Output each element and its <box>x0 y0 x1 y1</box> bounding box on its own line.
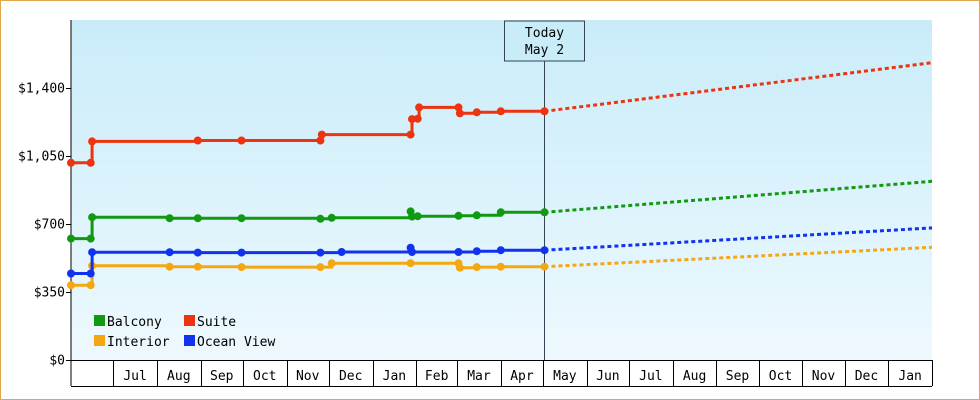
y-tick-label: $1,050 <box>18 150 65 165</box>
data-point-suite <box>455 109 464 118</box>
legend-label-suite: Suite <box>197 315 236 330</box>
data-point-interior <box>496 262 505 271</box>
data-point-suite <box>496 107 505 116</box>
forecast-line-ocean-view <box>544 226 933 252</box>
legend-swatch-ocean-view <box>184 335 195 346</box>
x-tick-label: Apr <box>510 369 534 384</box>
legend-label-balcony: Balcony <box>107 315 162 330</box>
x-tick-label: Aug <box>167 369 190 384</box>
data-point-suite <box>408 115 416 124</box>
x-tick-label: Dec <box>339 369 362 384</box>
plot-area <box>71 20 932 360</box>
data-point-suite <box>472 108 481 117</box>
data-point-ocean-view <box>408 248 416 256</box>
y-tick-label: $0 <box>49 354 65 369</box>
today-date-label: May 2 <box>525 43 564 58</box>
data-point-ocean-view <box>472 247 481 256</box>
legend-swatch-balcony <box>94 315 105 326</box>
x-tick-label: Jul <box>123 369 146 384</box>
data-point-suite <box>86 158 95 167</box>
data-point-balcony <box>193 214 202 223</box>
data-point-balcony <box>413 212 422 221</box>
y-tick-label: $350 <box>34 286 65 301</box>
data-point-interior <box>86 281 95 290</box>
y-tick-label: $1,400 <box>18 82 65 97</box>
data-point-suite <box>317 130 326 139</box>
data-point-ocean-view <box>165 248 174 257</box>
data-point-ocean-view <box>88 248 97 257</box>
data-point-suite <box>415 103 424 112</box>
legend-swatch-suite <box>184 315 195 326</box>
legend-label-ocean-view: Ocean View <box>197 335 275 350</box>
data-point-interior <box>455 263 464 272</box>
data-point-interior <box>472 263 481 272</box>
y-tick-label: $700 <box>34 218 65 233</box>
x-tick-label: Aug <box>683 369 706 384</box>
data-point-interior <box>406 259 415 268</box>
data-point-interior <box>67 281 75 290</box>
data-point-balcony <box>408 212 416 221</box>
data-point-interior <box>193 262 202 271</box>
data-point-ocean-view <box>67 269 75 278</box>
data-point-ocean-view <box>496 246 505 255</box>
forecast-line-balcony <box>544 179 933 214</box>
x-tick-label: Mar <box>467 369 491 384</box>
data-point-balcony <box>86 234 95 243</box>
data-point-ocean-view <box>316 248 325 257</box>
data-point-interior <box>327 259 336 268</box>
today-box <box>504 20 585 62</box>
data-point-balcony <box>237 214 246 223</box>
series-suite <box>67 61 933 167</box>
data-point-balcony <box>454 211 463 220</box>
x-tick-label: Nov <box>812 369 836 384</box>
data-point-balcony <box>67 234 75 243</box>
x-tick-label: Oct <box>253 369 276 384</box>
forecast-line-suite <box>544 61 933 113</box>
data-point-balcony <box>327 213 336 222</box>
x-tick-label: Sep <box>726 369 750 384</box>
data-point-suite <box>67 158 75 167</box>
x-tick-label: Feb <box>425 369 449 384</box>
legend: Balcony Interior Suite Ocean View <box>94 315 275 350</box>
data-point-ocean-view <box>337 248 346 256</box>
data-point-suite <box>193 136 202 145</box>
data-point-interior <box>165 262 174 271</box>
legend-label-interior: Interior <box>107 335 170 350</box>
series-interior <box>67 245 933 290</box>
x-tick-label: May <box>553 369 577 384</box>
forecast-line-interior <box>544 245 933 269</box>
x-tick-label: Jun <box>596 369 619 384</box>
data-point-suite <box>413 114 422 123</box>
x-tick-label: Oct <box>769 369 792 384</box>
data-point-balcony <box>472 211 481 220</box>
data-point-balcony <box>88 213 97 222</box>
series-ocean-view <box>67 226 933 278</box>
today-label: Today <box>525 26 564 41</box>
x-tick-label: Dec <box>855 369 878 384</box>
x-tick-label: Jul <box>639 369 662 384</box>
legend-swatch-interior <box>94 335 105 346</box>
data-point-interior <box>316 263 325 272</box>
x-tick-label: Sep <box>210 369 234 384</box>
x-tick-label: Nov <box>296 369 320 384</box>
data-point-suite <box>88 137 97 146</box>
data-point-ocean-view <box>86 269 95 278</box>
data-point-ocean-view <box>454 248 463 256</box>
data-point-ocean-view <box>237 248 246 257</box>
data-point-interior <box>237 263 246 272</box>
data-point-balcony <box>496 208 505 217</box>
x-tick-label: Jan <box>898 369 921 384</box>
data-point-balcony <box>165 214 174 223</box>
data-point-suite <box>406 130 415 139</box>
data-point-suite <box>237 136 246 145</box>
series-balcony <box>67 179 933 243</box>
x-tick-label: Jan <box>383 369 406 384</box>
data-point-ocean-view <box>193 248 202 257</box>
data-point-balcony <box>316 214 325 223</box>
